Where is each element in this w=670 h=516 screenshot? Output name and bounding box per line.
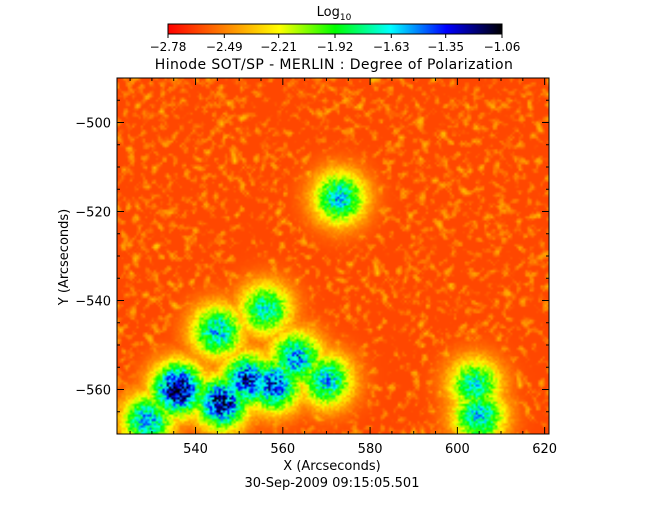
x-tick-label: 580 [358,442,383,457]
x-tick-label: 560 [270,442,295,457]
y-tick-label: −560 [75,384,111,399]
timestamp-footer: 30-Sep-2009 09:15:05.501 [245,476,420,491]
x-axis-label: X (Arcseconds) [283,459,380,474]
colorbar-tick-label: −1.92 [317,40,354,54]
colorbar-tick-label: −1.63 [373,40,410,54]
x-tick-label: 600 [445,442,470,457]
colorbar-label-sub: 10 [340,13,352,23]
x-axis: 540 560 580 600 620 [129,78,557,457]
y-tick-label: −520 [75,206,111,221]
colorbar-tick-label: −2.21 [260,40,297,54]
colorbar-tick-label: −2.78 [150,40,187,54]
colorbar-tick-label: −1.06 [484,40,521,54]
y-axis-label: Y (Arcseconds) [57,209,72,306]
colorbar-tick-label: −1.35 [427,40,464,54]
colorbar-label-main: Log [317,5,340,20]
y-tick-label: −500 [75,117,111,132]
colorbar-ticks: −2.78 −2.49 −2.21 −1.92 −1.63 −1.35 −1.06 [150,34,521,54]
colorbar-tick-label: −2.49 [206,40,243,54]
y-axis: −500 −520 −540 −560 [75,77,549,435]
colorbar-label: Log10 [317,5,352,23]
x-tick-label: 620 [532,442,557,457]
colorbar [167,23,503,35]
x-tick-label: 540 [183,442,208,457]
polarization-heatmap [117,78,549,434]
y-tick-label: −540 [75,295,111,310]
chart-title: Hinode SOT/SP - MERLIN : Degree of Polar… [155,57,513,73]
